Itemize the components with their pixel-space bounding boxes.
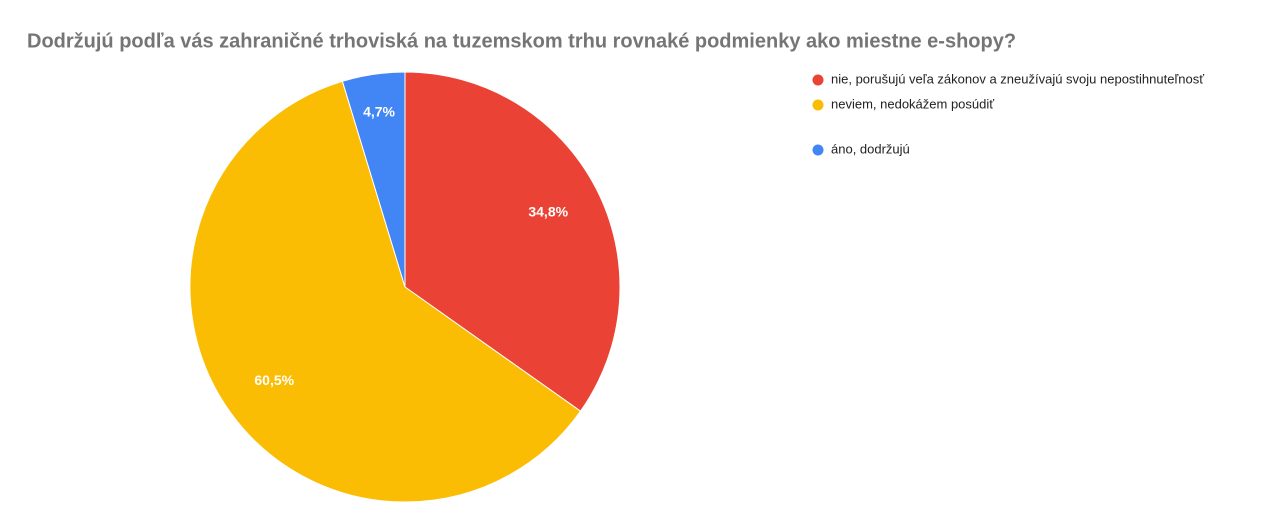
legend-swatch <box>812 99 824 111</box>
legend-label: nie, porušujú veľa zákonov a zneužívajú … <box>831 71 1204 86</box>
legend-swatch <box>812 74 824 86</box>
legend-label: neviem, nedokážem posúdiť <box>831 96 994 111</box>
legend-swatch <box>812 144 824 156</box>
chart-title: Dodržujú podľa vás zahraničné trhoviská … <box>27 30 1016 52</box>
value-label: 4,7% <box>363 103 395 119</box>
value-label: 34,8% <box>528 204 568 220</box>
pie-slice <box>404 71 621 412</box>
pie-slice <box>189 80 582 503</box>
legend-label: áno, dodržujú <box>831 141 910 156</box>
pie-slice <box>341 71 406 288</box>
value-label: 60,5% <box>254 372 294 388</box>
